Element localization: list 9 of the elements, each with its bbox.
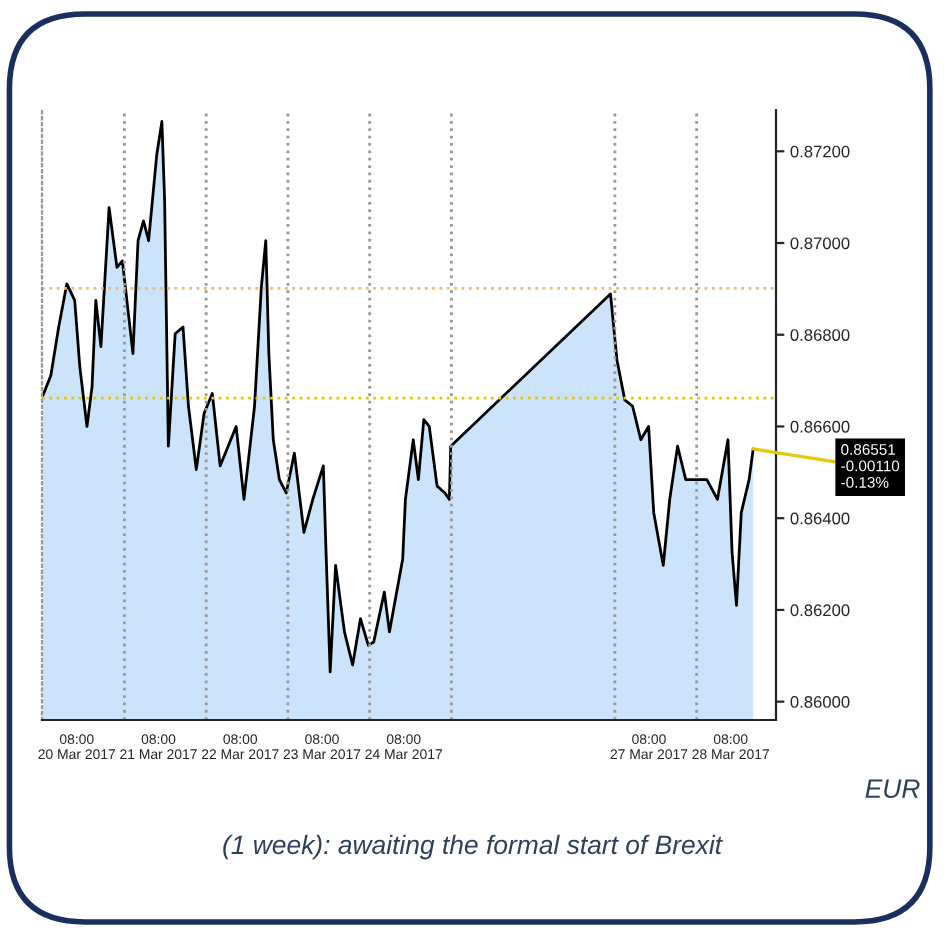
y-tick-label: 0.86800 [790, 329, 850, 341]
y-tick-label: 0.87200 [790, 145, 850, 158]
y-tick-label: 0.87000 [790, 237, 850, 250]
text: (1 week): awaiting the formal start of Brexit [223, 834, 723, 860]
y-tick-label: 0.86600 [790, 420, 850, 433]
y-tick-label: 0.86400 [790, 512, 850, 525]
y-tick-label: 0.86200 [790, 604, 850, 617]
y-tick-label: 0.86000 [790, 696, 850, 708]
text: EUR [865, 779, 920, 798]
